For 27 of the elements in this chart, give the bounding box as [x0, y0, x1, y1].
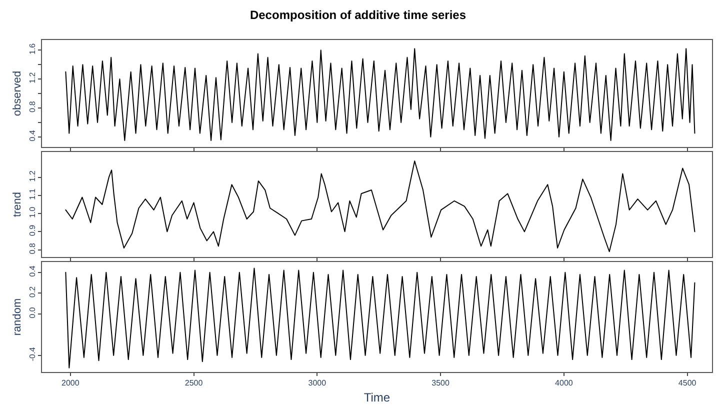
y-tick-label: 1.2	[28, 170, 37, 182]
y-tick-label: 0.8	[28, 100, 37, 112]
y-tick-label: 1.0	[28, 206, 37, 218]
line-series	[65, 268, 696, 368]
y-tick-label: 0.8	[28, 242, 37, 254]
y-tick-label: 0.0	[28, 306, 37, 318]
line-series	[65, 160, 696, 252]
y-axis-title: observed	[11, 70, 24, 116]
x-tick-label: 2500	[184, 378, 204, 388]
x-tick-label: 4000	[555, 378, 574, 388]
y-tick-label: -0.4	[28, 346, 37, 362]
y-tick-label: 0.4	[28, 130, 37, 142]
y-tick-label: 1.2	[28, 72, 37, 84]
y-tick-label: 1.6	[28, 42, 37, 54]
line-series	[65, 48, 696, 142]
x-tick-label: 3500	[432, 378, 450, 388]
y-tick-label: 0.4	[28, 265, 37, 277]
x-axis-title: Time	[364, 390, 390, 404]
x-tick-label: 2000	[61, 378, 80, 388]
x-tick-label: 3000	[308, 378, 327, 388]
y-axis-title: random	[11, 298, 24, 336]
y-tick-label: 0.9	[28, 224, 37, 236]
y-axis-title: trend	[11, 192, 24, 218]
y-tick-label: 0.2	[28, 286, 37, 298]
y-tick-label: 1.1	[28, 188, 37, 200]
x-tick-label: 4500	[678, 378, 697, 388]
chart-title: Decomposition of additive time series	[250, 8, 466, 22]
